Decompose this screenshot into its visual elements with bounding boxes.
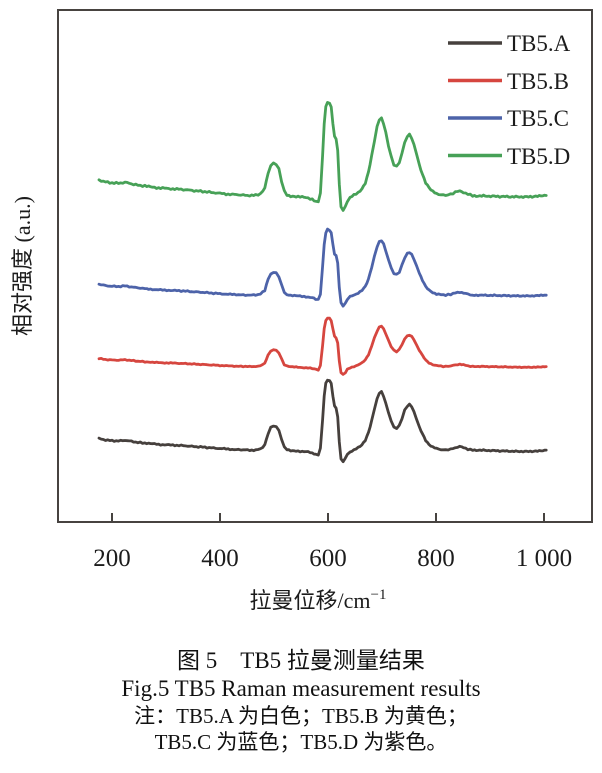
caption-note-2: TB5.C 为蓝色；TB5.D 为紫色。 (154, 730, 448, 754)
legend-label-tb5b: TB5.B (507, 69, 569, 94)
spectrum-curve-TB5.D (97, 101, 548, 212)
x-axis-ticks (111, 513, 545, 522)
spectrum-curve-TB5.B (97, 316, 548, 376)
x-axis-title-base: 拉曼位移/cm (250, 588, 371, 613)
legend-label-tb5a: TB5.A (507, 31, 571, 56)
legend-label-tb5c: TB5.C (507, 106, 569, 131)
x-axis-title-superscript: −1 (371, 587, 387, 603)
legend-label-tb5d: TB5.D (507, 144, 570, 169)
figure-caption: 图 5 TB5 拉曼测量结果 Fig.5 TB5 Raman measureme… (0, 647, 602, 755)
x-tick-label-200: 200 (93, 545, 131, 572)
spectra-curves (97, 101, 548, 464)
spectrum-curve-TB5.A (97, 378, 548, 464)
legend-swatches (448, 41, 502, 158)
caption-title-zh: 图 5 TB5 拉曼测量结果 (177, 648, 425, 673)
y-axis-title: 相对强度 (a.u.) (10, 196, 35, 336)
x-tick-label-600: 600 (309, 545, 347, 572)
raman-spectra-chart: 200 400 600 800 1 000 拉曼位移/cm−1 相对强度 (a.… (10, 9, 593, 613)
x-tick-label-800: 800 (417, 545, 455, 572)
caption-note-1: 注：TB5.A 为白色；TB5.B 为黄色； (134, 704, 468, 728)
caption-title-en: Fig.5 TB5 Raman measurement results (121, 676, 481, 701)
x-tick-label-400: 400 (201, 545, 239, 572)
plot-frame (57, 9, 593, 523)
x-axis-title: 拉曼位移/cm−1 (250, 587, 387, 613)
x-tick-label-1000: 1 000 (516, 545, 572, 572)
spectrum-curve-TB5.C (97, 227, 548, 308)
